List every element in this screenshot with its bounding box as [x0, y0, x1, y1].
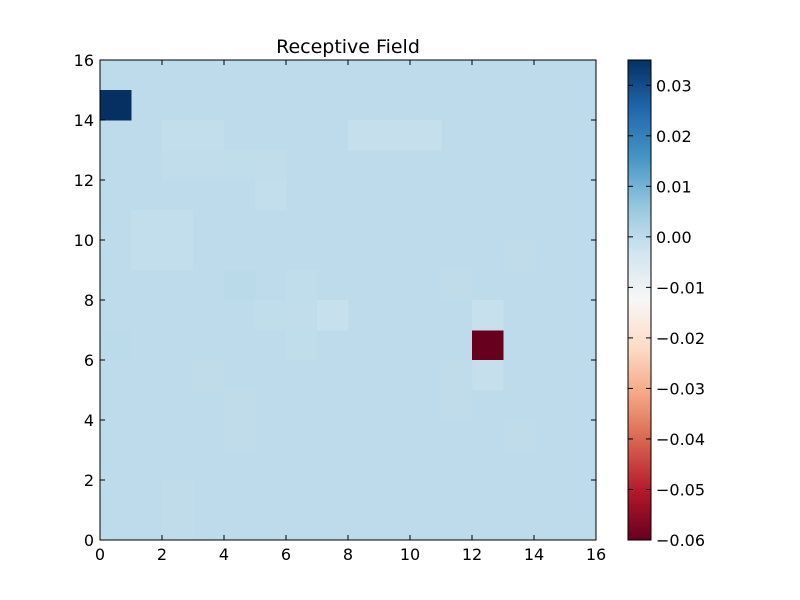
- colorbar-tick-label: 0.00: [656, 228, 692, 247]
- x-tick-label: 10: [400, 545, 420, 564]
- chart-title: Receptive Field: [276, 36, 420, 58]
- colorbar-ticks: 0.03 0.02 0.01 0.00 −0.01 −0.02 −0.03 −0.04 −0.0…: [628, 76, 705, 550]
- y-tick-label: 8: [84, 291, 94, 310]
- heatmap-cell: [472, 360, 504, 391]
- y-tick-label: 14: [74, 111, 94, 130]
- colorbar: 0.03 0.02 0.01 0.00 −0.01 −0.02 −0.03 −0.04 −0.0…: [627, 59, 705, 550]
- heatmap-cell: [224, 270, 256, 301]
- y-tick-label: 6: [84, 351, 94, 370]
- heatmap-cell: [131, 210, 163, 241]
- y-tick-label: 10: [74, 231, 94, 250]
- heatmap-cell: [193, 150, 225, 181]
- x-tick-label: 0: [95, 545, 105, 564]
- heatmap-cell: [379, 120, 411, 151]
- heatmap-cell: [162, 510, 194, 541]
- heatmap-cell: [193, 360, 225, 391]
- x-axis: 0 2 4 6 8 10 12 14 16: [95, 60, 606, 564]
- y-axis: 0 2 4 6 8 10 12 14 16: [74, 51, 596, 550]
- x-tick-label: 14: [524, 545, 544, 564]
- heatmap-cell: [162, 150, 194, 181]
- heatmap-cell: [255, 150, 287, 181]
- colorbar-tick-label: −0.01: [656, 278, 705, 297]
- heatmap-cell: [255, 300, 287, 331]
- colorbar-gradient: [628, 60, 651, 540]
- colorbar-tick-label: −0.04: [656, 430, 705, 449]
- heatmap-cell: [286, 300, 318, 331]
- y-tick-label: 12: [74, 171, 94, 190]
- heatmap-cell: [503, 240, 535, 271]
- x-tick-label: 4: [219, 545, 229, 564]
- y-tick-label: 4: [84, 411, 94, 430]
- heatmap-cell: [286, 330, 318, 361]
- y-tick-label: 16: [74, 51, 94, 70]
- heatmap-cell: [286, 270, 318, 301]
- colorbar-tick-label: 0.01: [656, 177, 692, 196]
- y-tick-label: 0: [84, 531, 94, 550]
- heatmap-cell: [410, 120, 442, 151]
- colorbar-frame: [627, 59, 652, 541]
- colorbar-tick-label: −0.02: [656, 329, 705, 348]
- heatmap-cell: [131, 240, 163, 271]
- heatmap-cell: [441, 360, 473, 391]
- colorbar-tick-label: 0.03: [656, 76, 692, 95]
- x-tick-label: 16: [586, 545, 606, 564]
- heatmap-cell: [224, 420, 256, 451]
- colorbar-tick-label: 0.02: [656, 127, 692, 146]
- heatmap-cell: [348, 120, 380, 151]
- x-tick-label: 6: [281, 545, 291, 564]
- heatmap-cell: [100, 330, 132, 361]
- heatmap-cell: [193, 120, 225, 151]
- heatmap-cell: [503, 420, 535, 451]
- heatmap-cell: [441, 390, 473, 421]
- heatmap-cell: [441, 270, 473, 301]
- x-tick-label: 12: [462, 545, 482, 564]
- x-tick-label: 8: [343, 545, 353, 564]
- plot-area: [99, 59, 597, 541]
- heatmap-cell: [162, 240, 194, 271]
- colorbar-tick-label: −0.05: [656, 480, 705, 499]
- heatmap-cell: [162, 210, 194, 241]
- heatmap-cell: [317, 300, 349, 331]
- heatmap-cell: [162, 480, 194, 511]
- heatmap-cell: [224, 390, 256, 421]
- x-tick-label: 2: [157, 545, 167, 564]
- heatmap-cell: [472, 330, 504, 361]
- heatmap-cell: [162, 120, 194, 151]
- heatmap-cell: [255, 180, 287, 211]
- heatmap-cell: [472, 300, 504, 331]
- heatmap-cell: [100, 90, 132, 121]
- heatmap-cells: [100, 90, 535, 541]
- heatmap-cell: [224, 150, 256, 181]
- colorbar-tick-label: −0.06: [656, 531, 705, 550]
- colorbar-tick-label: −0.03: [656, 379, 705, 398]
- y-tick-label: 2: [84, 471, 94, 490]
